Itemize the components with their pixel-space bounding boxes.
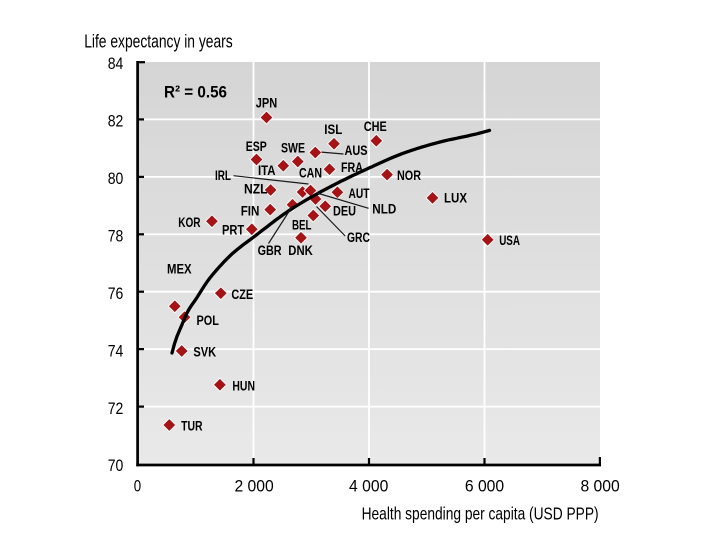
svg-text:LUX: LUX — [444, 191, 467, 206]
svg-text:CHE: CHE — [364, 119, 387, 134]
svg-text:74: 74 — [108, 341, 124, 360]
svg-text:R² = 0.56: R² = 0.56 — [164, 83, 227, 102]
svg-text:8 000: 8 000 — [580, 476, 619, 495]
svg-text:IRL: IRL — [215, 168, 231, 183]
svg-text:ESP: ESP — [246, 139, 267, 154]
svg-text:72: 72 — [108, 399, 124, 418]
svg-text:6 000: 6 000 — [465, 476, 504, 495]
svg-text:70: 70 — [108, 456, 124, 475]
svg-text:ITA: ITA — [258, 163, 276, 178]
svg-text:NOR: NOR — [397, 168, 421, 183]
svg-text:DEU: DEU — [333, 204, 356, 219]
svg-text:CZE: CZE — [231, 287, 253, 302]
svg-text:FRA: FRA — [341, 160, 363, 175]
svg-text:78: 78 — [108, 227, 124, 246]
svg-text:AUS: AUS — [345, 143, 368, 158]
svg-text:SWE: SWE — [281, 141, 305, 156]
svg-text:76: 76 — [108, 284, 124, 303]
svg-text:FIN: FIN — [241, 203, 260, 218]
svg-text:GRC: GRC — [347, 230, 370, 245]
svg-text:MEX: MEX — [167, 262, 192, 277]
svg-text:2 000: 2 000 — [234, 476, 273, 495]
svg-text:0: 0 — [134, 476, 141, 495]
svg-text:AUT: AUT — [349, 186, 371, 201]
svg-text:84: 84 — [108, 54, 124, 73]
svg-text:82: 82 — [108, 112, 124, 131]
svg-text:Life expectancy in years: Life expectancy in years — [84, 32, 233, 52]
svg-text:4 000: 4 000 — [349, 476, 388, 495]
svg-text:Health spending per capita (US: Health spending per capita (USD PPP) — [362, 504, 599, 524]
svg-text:ISL: ISL — [324, 122, 342, 137]
svg-text:USA: USA — [499, 233, 520, 248]
svg-text:SVK: SVK — [193, 345, 216, 360]
svg-text:PRT: PRT — [222, 222, 245, 237]
svg-text:NLD: NLD — [372, 201, 396, 216]
svg-text:TUR: TUR — [181, 419, 203, 434]
svg-text:GBR: GBR — [258, 243, 282, 258]
svg-text:KOR: KOR — [178, 215, 200, 230]
svg-text:DNK: DNK — [288, 243, 313, 258]
svg-text:POL: POL — [197, 313, 219, 328]
svg-text:BEL: BEL — [292, 217, 312, 232]
svg-text:HUN: HUN — [232, 379, 255, 394]
svg-text:JPN: JPN — [256, 96, 277, 111]
svg-text:NZL: NZL — [244, 182, 268, 197]
svg-text:CAN: CAN — [299, 166, 322, 181]
svg-text:80: 80 — [108, 169, 124, 188]
